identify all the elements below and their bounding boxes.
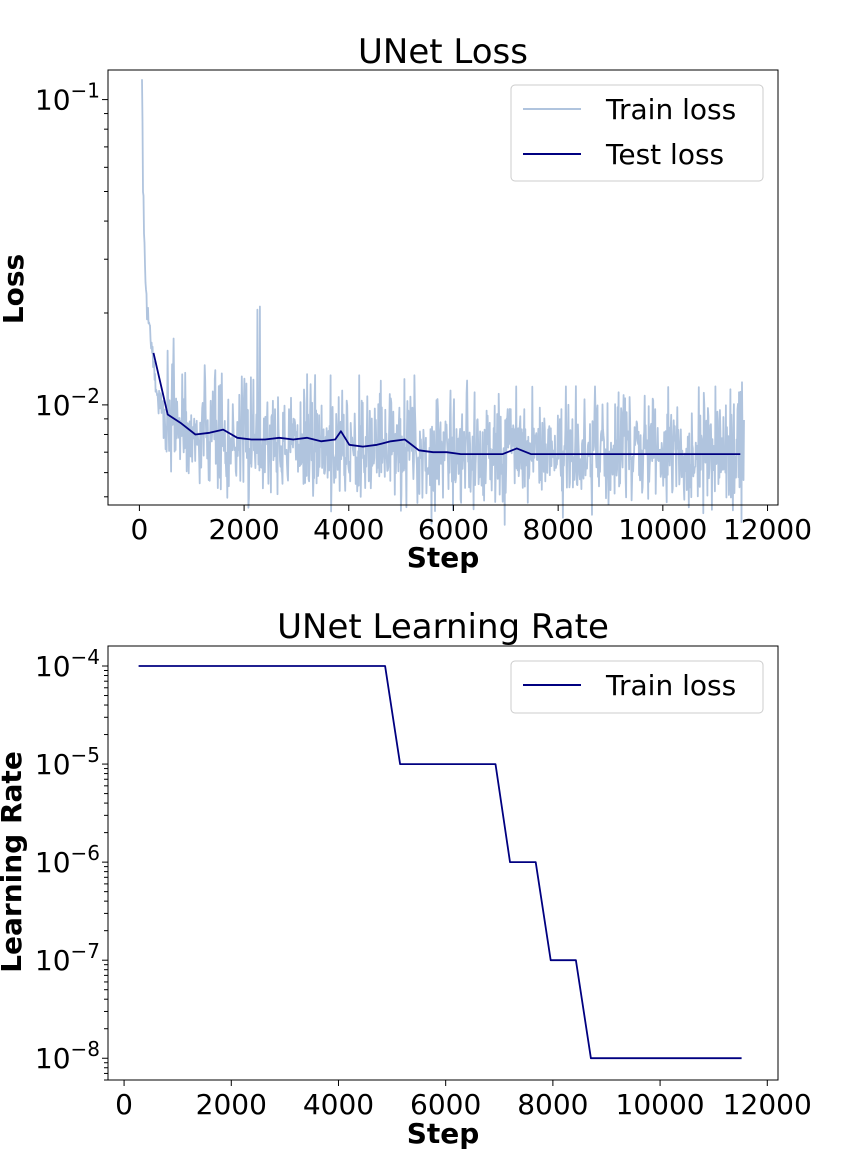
x-tick-label: 12000 <box>723 1088 812 1121</box>
x-tick-label: 4000 <box>303 1088 374 1121</box>
y-axis-label: Loss <box>0 254 30 324</box>
x-tick-label: 10000 <box>616 1088 705 1121</box>
learning-rate-chart: UNet Learning Rate 0 2000 4000 6000 8000 1000… <box>0 607 812 1150</box>
x-tick-label: 8000 <box>517 1088 588 1121</box>
y-tick-label: 10−5 <box>35 743 100 781</box>
x-tick-label: 0 <box>115 1088 133 1121</box>
series-line-2 <box>152 352 741 455</box>
x-tick-label: 10000 <box>618 513 707 546</box>
plot-area: 0 2000 4000 6000 8000 10000 12000 10−1 10−2 Train… <box>35 69 812 546</box>
y-tick-label: 10−4 <box>35 645 100 683</box>
series-line-1 <box>138 665 742 1060</box>
x-tick-label: 6000 <box>418 513 489 546</box>
loss-chart: UNet Loss 0 2000 4000 6000 8000 10000 12000 10−… <box>0 32 812 574</box>
legend-label: Train loss <box>605 93 736 126</box>
legend-label: Test loss <box>605 138 724 171</box>
x-axis-label: Step <box>407 1117 480 1150</box>
legend-box <box>510 660 764 714</box>
x-axis-label: Step <box>407 541 480 574</box>
y-tick-label: 10−2 <box>35 384 100 422</box>
plot-frame <box>107 69 779 506</box>
x-tick-label: 4000 <box>313 513 384 546</box>
x-tick-label: 2000 <box>208 513 279 546</box>
y-tick-label: 10−1 <box>35 79 100 117</box>
chart-title: UNet Loss <box>358 32 528 72</box>
x-tick-label: 6000 <box>410 1088 481 1121</box>
x-tick-label: 12000 <box>723 513 812 546</box>
y-tick-label: 10−8 <box>35 1037 100 1075</box>
series-line-1 <box>141 79 745 526</box>
y-tick-label: 10−6 <box>35 841 100 879</box>
x-tick-label: 8000 <box>523 513 594 546</box>
legend: Train loss Test loss <box>510 84 764 182</box>
y-axis-label: Learning Rate <box>0 751 28 973</box>
legend-label: Train loss <box>605 669 736 702</box>
y-tick-label: 10−7 <box>35 939 100 977</box>
chart-title: UNet Learning Rate <box>277 607 609 647</box>
plot-area: 0 2000 4000 6000 8000 10000 12000 10−4 10−5 10−6 1… <box>35 645 812 1121</box>
legend: Train loss <box>510 660 764 714</box>
x-tick-label: 2000 <box>196 1088 267 1121</box>
x-tick-label: 0 <box>130 513 148 546</box>
plot-frame <box>107 645 779 1081</box>
